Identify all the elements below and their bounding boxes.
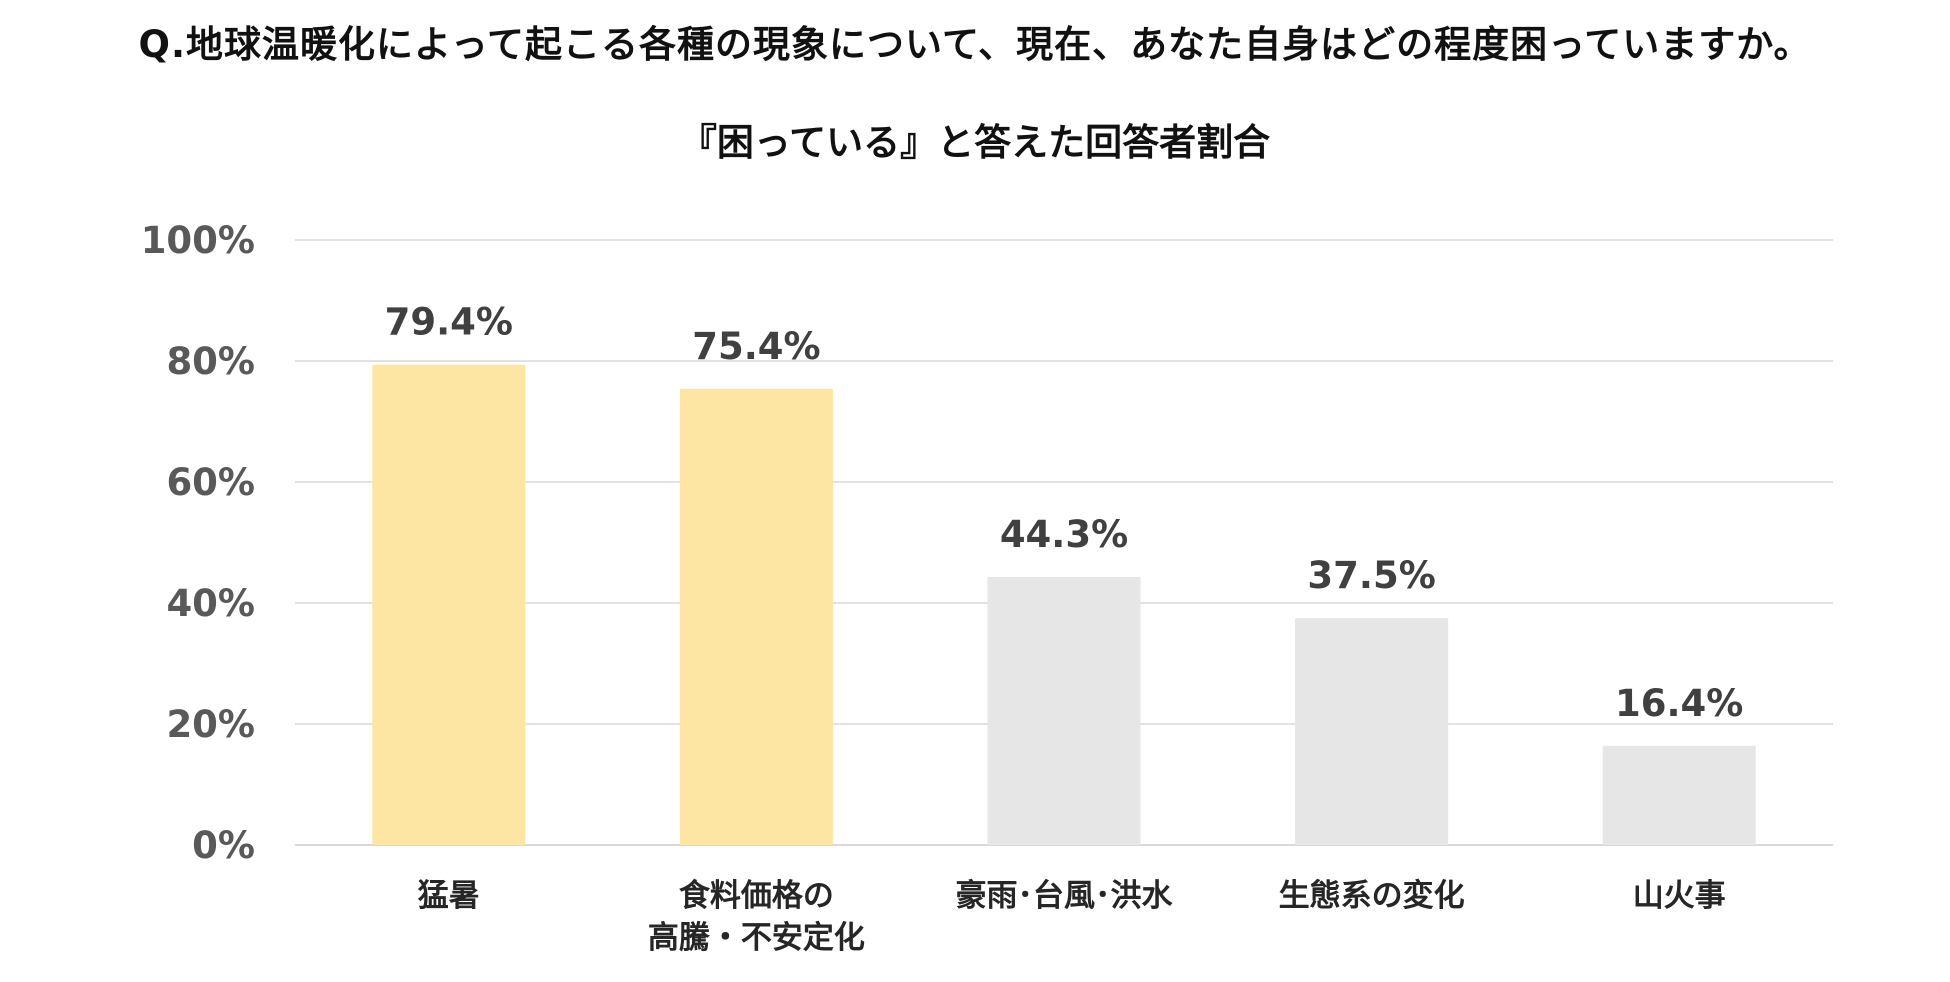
y-tick-label: 20%: [166, 703, 255, 746]
y-tick-label: 60%: [166, 461, 255, 504]
value-label: 37.5%: [1307, 554, 1435, 597]
chart-title: 『困っている』と答えた回答者割合: [679, 121, 1271, 164]
value-labels: 79.4% 75.4% 44.3% 37.5% 16.4%: [385, 301, 1744, 725]
bar: [987, 576, 1141, 845]
value-label: 75.4%: [692, 325, 820, 368]
bar: [372, 364, 526, 845]
bar: [679, 388, 833, 845]
category-label: 山火事: [1633, 878, 1726, 914]
y-tick-label: 80%: [166, 340, 255, 383]
y-tick-label: 40%: [166, 582, 255, 625]
value-label: 79.4%: [385, 301, 513, 344]
category-label: 高騰・不安定化: [648, 920, 865, 956]
bars: [372, 364, 1756, 845]
bar: [1602, 745, 1756, 845]
value-label: 44.3%: [1000, 513, 1128, 556]
value-label: 16.4%: [1615, 682, 1743, 725]
y-tick-label: 0%: [192, 824, 255, 867]
y-tick-label: 100%: [141, 219, 255, 262]
category-label: 猛暑: [418, 878, 480, 914]
category-label: 生態系の変化: [1279, 878, 1465, 914]
bar: [1295, 618, 1449, 845]
y-axis-ticks: 0% 20% 40% 60% 80% 100%: [141, 219, 255, 867]
category-label: 豪雨･台風･洪水: [956, 878, 1174, 914]
question-text: Q.地球温暖化によって起こる各種の現象について、現在、あなた自身はどの程度困って…: [138, 23, 1812, 66]
category-label: 食料価格の: [679, 878, 834, 914]
